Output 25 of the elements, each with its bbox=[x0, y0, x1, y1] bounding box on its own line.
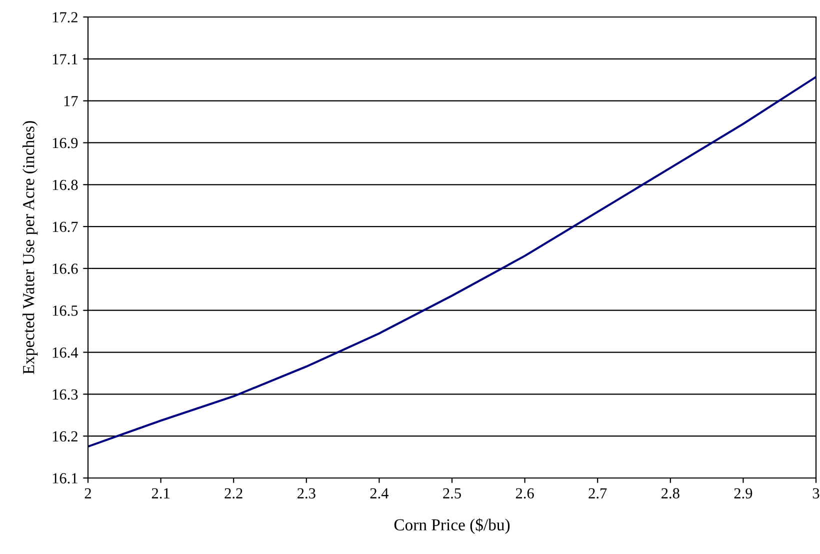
y-tick-label: 16.7 bbox=[52, 222, 78, 232]
x-tick-label: 2.9 bbox=[734, 488, 752, 499]
x-tick-label: 3 bbox=[812, 488, 820, 498]
y-tick-label: 16.9 bbox=[52, 138, 78, 148]
y-axis-title: Expected Water Use per Acre (inches) bbox=[22, 121, 38, 374]
y-tick-label: 17.2 bbox=[52, 12, 78, 23]
x-tick-label: 2.8 bbox=[662, 488, 680, 499]
y-tick-label: 16.5 bbox=[52, 306, 78, 316]
x-tick-label: 2 bbox=[84, 488, 91, 498]
x-tick-label: 2.1 bbox=[152, 488, 170, 499]
x-tick-label: 2.6 bbox=[516, 488, 534, 499]
x-tick-label: 2.2 bbox=[224, 488, 242, 499]
y-tick-label: 16.3 bbox=[52, 389, 78, 400]
y-tick-label: 16.1 bbox=[52, 473, 78, 484]
y-tick-label: 16.8 bbox=[52, 180, 78, 190]
x-tick-label: 2.4 bbox=[370, 488, 389, 499]
y-tick-label: 16.4 bbox=[52, 347, 78, 358]
x-axis-title: Corn Price ($/bu) bbox=[394, 518, 510, 534]
y-tick-label: 17 bbox=[64, 96, 78, 106]
y-tick-label: 17.1 bbox=[52, 54, 78, 64]
y-tick-label: 16.2 bbox=[52, 431, 78, 442]
x-tick-label: 2.7 bbox=[588, 488, 607, 499]
x-tick-label: 2.3 bbox=[298, 488, 316, 499]
x-tick-label: 2.5 bbox=[443, 488, 461, 499]
y-tick-label: 16.6 bbox=[52, 264, 78, 274]
